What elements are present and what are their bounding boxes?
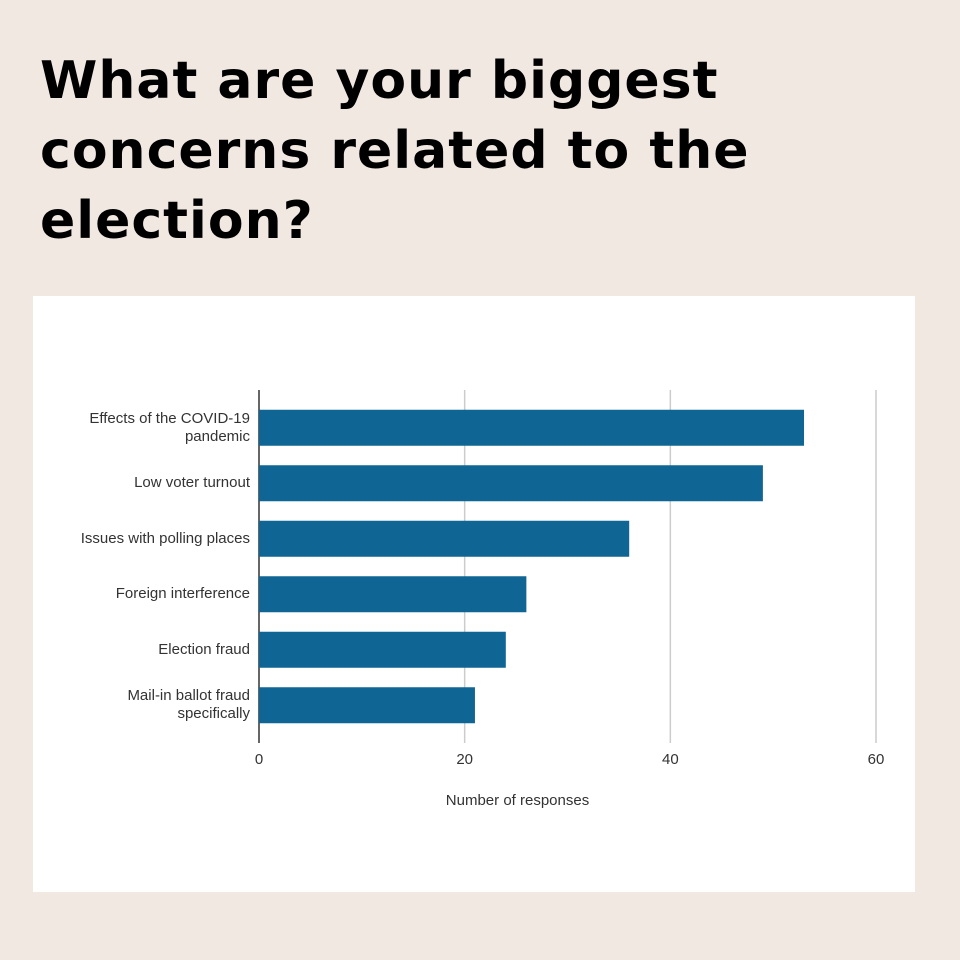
- bar: [259, 520, 630, 557]
- y-tick-label: Effects of the COVID-19 pandemic: [89, 409, 250, 445]
- y-tick-label: Low voter turnout: [134, 474, 250, 492]
- bar: [259, 687, 475, 724]
- y-tick-label: Issues with polling places: [80, 529, 250, 547]
- y-tick-label: Foreign interference: [115, 585, 250, 603]
- y-tick-label: Mail-in ballot fraud specifically: [127, 687, 250, 723]
- x-tick-label: 40: [662, 751, 679, 768]
- chart-title: What are your biggest concerns related t…: [40, 51, 750, 251]
- bar: [259, 631, 506, 668]
- bar: [259, 409, 805, 446]
- bar: [259, 465, 763, 502]
- x-tick-label: 60: [868, 751, 885, 768]
- y-tick-label: Election fraud: [158, 640, 250, 658]
- x-tick-label: 20: [456, 751, 473, 768]
- bar: [259, 576, 527, 613]
- x-tick-label: 0: [255, 751, 263, 768]
- x-axis-title: Number of responses: [446, 792, 589, 809]
